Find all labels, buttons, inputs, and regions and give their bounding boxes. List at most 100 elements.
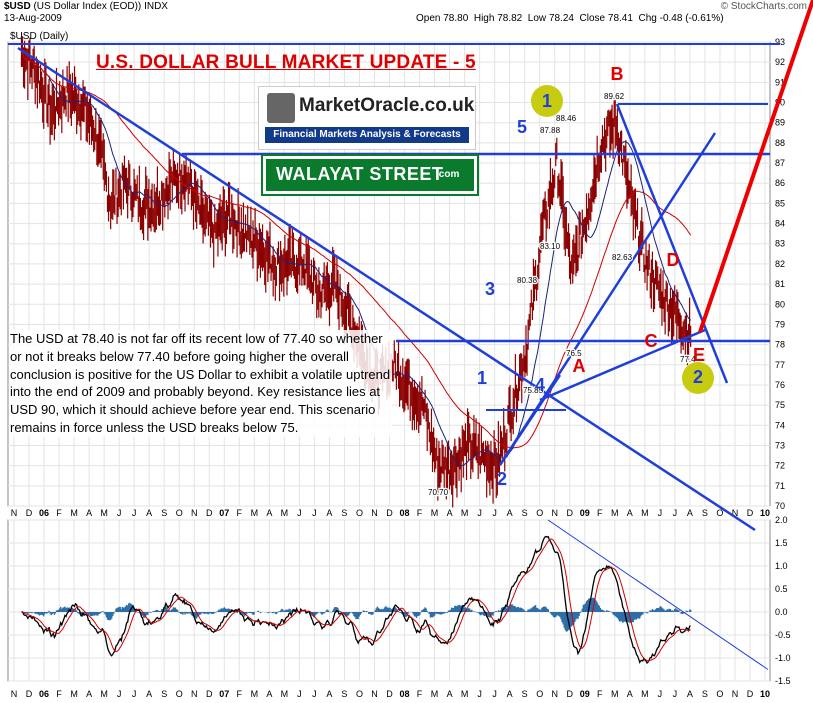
- y-tick-label: 84: [775, 219, 785, 229]
- x-tick-label: O: [356, 689, 363, 699]
- wave-label: C: [645, 331, 658, 351]
- x-tick-label: O: [356, 508, 363, 518]
- x-tick-label: 09: [580, 689, 590, 699]
- series-legend: $USD (Daily): [10, 31, 69, 42]
- y-tick-label: 73: [775, 440, 785, 450]
- x-tick-label: D: [747, 508, 754, 518]
- logo-tagline: Financial Markets Analysis & Forecasts: [265, 127, 469, 143]
- wave-label: 3: [485, 279, 495, 299]
- wave-label: A: [573, 356, 586, 376]
- x-tick-label: A: [266, 508, 272, 518]
- x-tick-label: J: [673, 508, 678, 518]
- price-label: 89.62: [604, 92, 625, 101]
- x-tick-label: 08: [400, 508, 410, 518]
- x-tick-label: O: [536, 508, 543, 518]
- x-tick-label: 10: [760, 689, 770, 699]
- x-tick-label: M: [641, 689, 649, 699]
- x-tick-label: N: [191, 689, 198, 699]
- y-tick-label: 83: [775, 239, 785, 249]
- y-tick-label: 76: [775, 380, 785, 390]
- x-tick-label: S: [522, 689, 528, 699]
- walayat-street-sign: WALAYAT STREET .com: [261, 154, 479, 196]
- x-tick-label: O: [536, 689, 543, 699]
- x-tick-label: N: [371, 508, 378, 518]
- x-tick-label: M: [461, 508, 469, 518]
- x-tick-label: M: [281, 689, 289, 699]
- date-axis-ticks: NNDD0606FFMMAAMMJJJJAASSOONNDD0707FFMMAA…: [11, 508, 770, 699]
- x-tick-label: M: [431, 689, 439, 699]
- x-tick-label: F: [56, 689, 62, 699]
- price-label: 70.70: [428, 488, 449, 497]
- price-label: 75.85: [523, 386, 544, 395]
- indicator-grid: [7, 519, 771, 682]
- wave-label: B: [611, 64, 624, 84]
- sign-text: WALAYAT STREET: [276, 164, 444, 184]
- x-tick-label: J: [673, 689, 678, 699]
- x-tick-label: A: [326, 689, 332, 699]
- correction-downtrend-line: [615, 103, 729, 384]
- close-value: 78.41: [607, 13, 633, 24]
- wave-label: 5: [517, 117, 527, 137]
- x-tick-label: D: [747, 689, 754, 699]
- x-tick-label: A: [627, 689, 633, 699]
- x-tick-label: F: [597, 508, 603, 518]
- y-tick-label: 0.0: [775, 607, 788, 617]
- x-tick-label: N: [732, 689, 739, 699]
- y-tick-label: 77: [775, 360, 785, 370]
- x-tick-label: M: [611, 508, 619, 518]
- x-tick-label: S: [161, 689, 167, 699]
- price-label: 82.63: [612, 253, 633, 262]
- y-tick-label: 89: [775, 118, 785, 128]
- price-label: 77.4: [680, 355, 696, 364]
- x-tick-label: F: [237, 508, 243, 518]
- x-tick-label: N: [191, 508, 198, 518]
- x-tick-label: A: [687, 508, 693, 518]
- chart-title-banner: U.S. DOLLAR BULL MARKET UPDATE - 5: [96, 52, 476, 73]
- x-tick-label: J: [477, 689, 482, 699]
- wave-label: D: [667, 250, 680, 270]
- x-tick-label: M: [431, 508, 439, 518]
- x-tick-label: 07: [219, 508, 229, 518]
- price-label: 76.5: [566, 349, 582, 358]
- x-tick-label: S: [341, 689, 347, 699]
- x-tick-label: M: [611, 689, 619, 699]
- x-tick-label: A: [687, 689, 693, 699]
- x-tick-label: F: [56, 508, 62, 518]
- x-tick-label: F: [417, 689, 423, 699]
- x-tick-label: J: [658, 689, 663, 699]
- x-tick-label: A: [507, 508, 513, 518]
- ohlc-readout: Open 78.80 High 78.82 Low 78.24 Close 78…: [416, 13, 724, 24]
- x-tick-label: O: [176, 689, 183, 699]
- y-tick-label: 1.5: [775, 538, 788, 548]
- x-tick-label: S: [341, 508, 347, 518]
- moving-average-long: [21, 51, 692, 449]
- y-tick-label: 86: [775, 178, 785, 188]
- wave-label: 4: [535, 375, 545, 395]
- wave-label: 1: [477, 368, 487, 388]
- open-value: 78.80: [443, 13, 469, 24]
- chart-date: 13-Aug-2009: [4, 13, 62, 24]
- chart-header: $USD (US Dollar Index (EOD)) INDX: [4, 1, 168, 12]
- x-tick-label: F: [237, 689, 243, 699]
- oscillator-line: [21, 535, 691, 665]
- long-term-downtrend-line: [17, 46, 756, 532]
- indicator-trendline: [547, 519, 769, 670]
- wave-label: 2: [693, 367, 703, 387]
- x-tick-label: M: [641, 508, 649, 518]
- y-tick-label: 93: [775, 37, 785, 47]
- x-tick-label: A: [266, 689, 272, 699]
- x-tick-label: J: [132, 689, 137, 699]
- annotations: 87.88 88.46 89.62 83.10 80.38 75.85 70.70 82.63…: [8, 0, 813, 532]
- indicator-series: [21, 519, 769, 670]
- x-tick-label: 07: [219, 689, 229, 699]
- exchange: INDX: [144, 1, 168, 12]
- uptrend-channel-lower: [539, 328, 706, 402]
- y-tick-label: 92: [775, 57, 785, 67]
- x-tick-label: J: [492, 508, 497, 518]
- high-value: 78.82: [497, 13, 523, 24]
- x-tick-label: J: [477, 508, 482, 518]
- x-tick-label: J: [312, 508, 317, 518]
- x-tick-label: M: [70, 689, 78, 699]
- x-tick-label: D: [26, 689, 33, 699]
- x-tick-label: O: [716, 508, 723, 518]
